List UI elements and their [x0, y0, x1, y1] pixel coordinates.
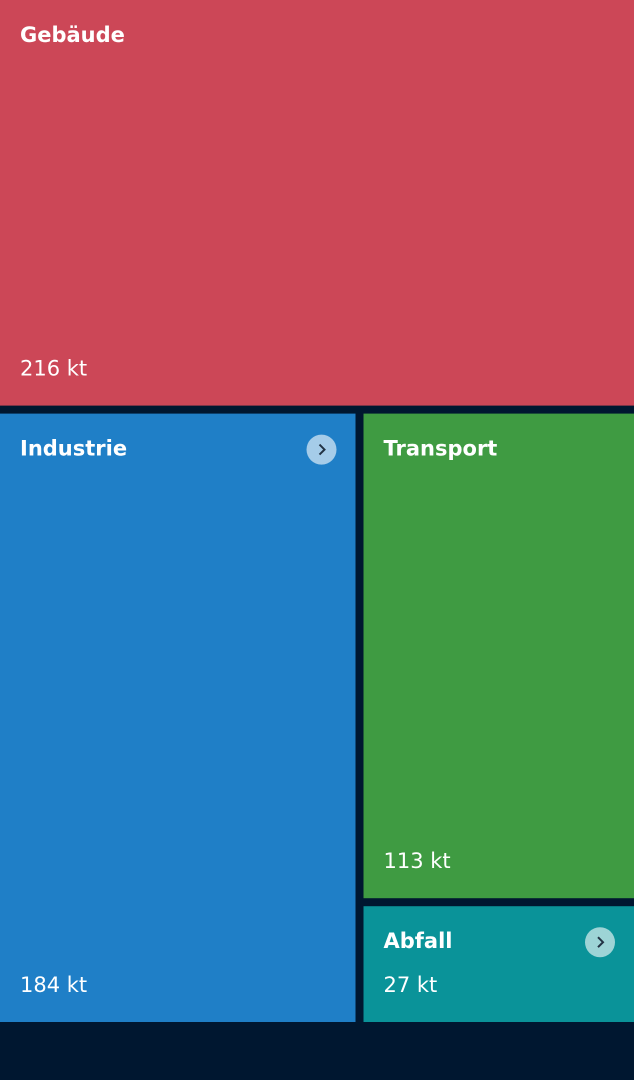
- tile: Transport 113 kt: [363, 413, 634, 899]
- expand-icon[interactable]: [306, 434, 337, 465]
- tile-value: 113 kt: [384, 849, 451, 873]
- tile-value: 184 kt: [20, 973, 87, 997]
- tile[interactable]: Industrie 184 kt: [0, 413, 356, 1023]
- expand-chevron[interactable]: [318, 443, 326, 456]
- expand-circle[interactable]: [306, 434, 337, 465]
- expand-circle[interactable]: [585, 927, 615, 958]
- tile-name: Industrie: [20, 437, 127, 461]
- tile: Gebäude 216 kt: [0, 0, 634, 406]
- tile-rect: [0, 0, 634, 406]
- tile-name: Abfall: [384, 929, 453, 953]
- tile-name: Transport: [384, 437, 498, 461]
- tile-value: 27 kt: [384, 973, 438, 997]
- tile-rect: [363, 906, 634, 1022]
- tile-value: 216 kt: [20, 357, 87, 381]
- tile-rect: [0, 413, 356, 1023]
- tile-rect: [363, 413, 634, 899]
- tile[interactable]: Abfall 27 kt: [363, 906, 634, 1022]
- expand-chevron[interactable]: [597, 936, 605, 948]
- expand-icon[interactable]: [585, 927, 615, 958]
- tile-name: Gebäude: [20, 23, 125, 47]
